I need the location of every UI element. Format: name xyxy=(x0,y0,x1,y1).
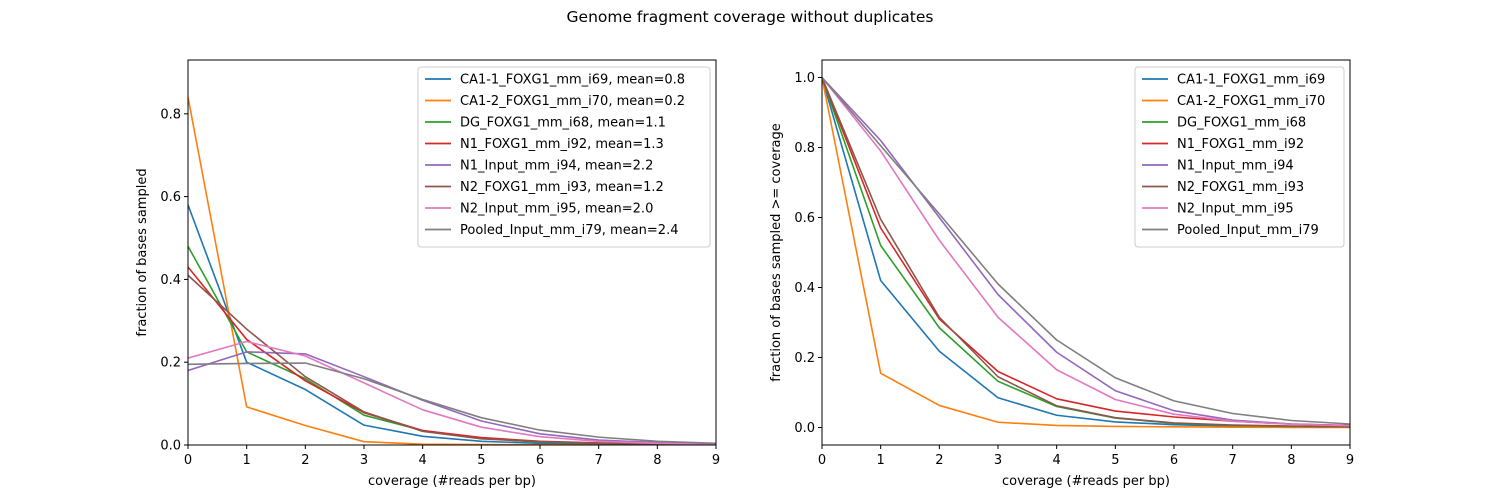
legend-label: N2_Input_mm_i95 xyxy=(1177,202,1294,217)
y-tick-label: 0.4 xyxy=(160,273,181,288)
y-tick-label: 0.8 xyxy=(794,141,815,156)
x-tick-label: 8 xyxy=(1287,453,1295,468)
x-tick-label: 9 xyxy=(712,453,720,468)
cumulative-coverage-plot: 0 1 2 3 4 5 6 7 8 9 0.0 0.2 0.4 0.6 0.8 1.0 coverage (#r… xyxy=(769,59,1354,489)
legend-label: N1_Input_mm_i94, mean=2.2 xyxy=(460,159,653,174)
legend-label: N2_Input_mm_i95, mean=2.0 xyxy=(460,202,653,217)
x-axis-label: coverage (#reads per bp) xyxy=(368,474,536,489)
x-tick-label: 9 xyxy=(1346,453,1354,468)
legend-label: Pooled_Input_mm_i79 xyxy=(1177,223,1319,238)
legend-label: Pooled_Input_mm_i79, mean=2.4 xyxy=(460,223,679,238)
y-tick-label: 1.0 xyxy=(794,71,815,86)
x-tick-label: 3 xyxy=(994,453,1002,468)
legend-label: N2_FOXG1_mm_i93 xyxy=(1177,180,1304,195)
legend-label: CA1-2_FOXG1_mm_i70 xyxy=(1177,94,1325,109)
y-tick-label: 0.0 xyxy=(160,439,181,454)
y-tick-label: 0.6 xyxy=(794,211,815,226)
series-line-6 xyxy=(822,77,1350,428)
x-tick-label: 2 xyxy=(301,453,309,468)
series-line-2 xyxy=(188,97,716,445)
x-tick-label: 1 xyxy=(877,453,885,468)
series-line-7 xyxy=(188,340,716,445)
legend-label: N1_FOXG1_mm_i92, mean=1.3 xyxy=(460,137,664,152)
figure-title: Genome fragment coverage without duplica… xyxy=(567,8,934,26)
y-axis-label: fraction of bases sampled xyxy=(135,168,150,336)
x-tick-label: 2 xyxy=(935,453,943,468)
x-tick-label: 5 xyxy=(477,453,485,468)
series-line-6 xyxy=(188,274,716,445)
legend-label: N2_FOXG1_mm_i93, mean=1.2 xyxy=(460,180,664,195)
series-line-8 xyxy=(822,76,1350,425)
x-tick-label: 4 xyxy=(1053,453,1061,468)
legend-label: CA1-1_FOXG1_mm_i69, mean=0.8 xyxy=(460,73,685,88)
series-line-2 xyxy=(822,77,1350,429)
y-tick-label: 0.0 xyxy=(794,421,815,436)
series-line-8 xyxy=(188,362,716,445)
legend: CA1-1_FOXG1_mm_i69 CA1-2_FOXG1_mm_i70 DG_F… xyxy=(1134,66,1345,248)
y-tick-label: 0.2 xyxy=(794,351,815,366)
y-tick-label: 0.8 xyxy=(160,107,181,122)
coverage-histogram-plot: 0 1 2 3 4 5 6 7 8 9 0.0 0.2 0.4 0.6 0.8 coverage (#read… xyxy=(135,59,720,489)
legend-label: CA1-1_FOXG1_mm_i69 xyxy=(1177,73,1325,88)
x-tick-label: 4 xyxy=(419,453,427,468)
y-tick-label: 0.6 xyxy=(160,190,181,205)
x-tick-label: 1 xyxy=(243,453,251,468)
legend-label: N1_Input_mm_i94 xyxy=(1177,159,1294,174)
x-tick-label: 8 xyxy=(653,453,661,468)
y-tick-label: 0.2 xyxy=(160,356,181,371)
x-tick-label: 7 xyxy=(1229,453,1237,468)
y-axis-label: fraction of bases sampled >= coverage xyxy=(769,123,784,382)
x-tick-label: 0 xyxy=(184,453,192,468)
x-tick-label: 3 xyxy=(360,453,368,468)
legend-box xyxy=(1134,66,1345,248)
legend-box xyxy=(417,66,711,248)
plot-frame xyxy=(821,59,1351,446)
plot-frame xyxy=(187,59,717,446)
x-tick-label: 0 xyxy=(818,453,826,468)
series-line-7 xyxy=(822,77,1350,427)
legend-label: DG_FOXG1_mm_i68, mean=1.1 xyxy=(460,116,666,131)
x-tick-label: 6 xyxy=(536,453,544,468)
x-tick-label: 7 xyxy=(595,453,603,468)
x-axis-label: coverage (#reads per bp) xyxy=(1002,474,1170,489)
x-tick-label: 5 xyxy=(1111,453,1119,468)
x-tick-label: 6 xyxy=(1170,453,1178,468)
legend-label: CA1-2_FOXG1_mm_i70, mean=0.2 xyxy=(460,94,685,109)
y-tick-label: 0.4 xyxy=(794,281,815,296)
legend-label: DG_FOXG1_mm_i68 xyxy=(1177,116,1306,131)
legend-label: N1_FOXG1_mm_i92 xyxy=(1177,137,1304,152)
legend: CA1-1_FOXG1_mm_i69, mean=0.8 CA1-2_FOXG1_… xyxy=(417,66,711,248)
